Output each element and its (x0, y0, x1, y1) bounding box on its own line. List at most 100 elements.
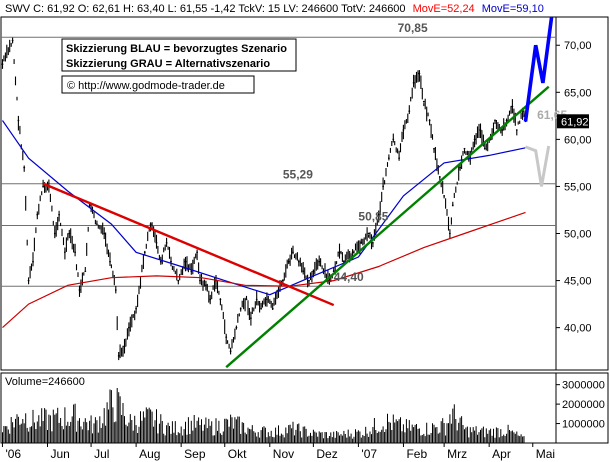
y-tick-label-2: 60,00 (564, 134, 592, 146)
price-point-64 (351, 251, 354, 254)
last-price-box (557, 114, 589, 129)
price-point-13 (74, 251, 76, 254)
price-point-67 (372, 242, 374, 244)
price-point-1 (11, 39, 14, 42)
x-tick-label-8: '07 (361, 447, 377, 461)
price-point-24 (135, 307, 138, 310)
x-tick-label-9: Feb (406, 447, 427, 461)
y-tick-label-3: 55,00 (564, 181, 592, 193)
price-point-16 (88, 204, 91, 207)
price-point-53 (292, 251, 294, 254)
price-point-81 (443, 195, 445, 197)
price-point-6 (36, 213, 39, 216)
price-axis-frame (555, 16, 609, 371)
price-point-2 (17, 119, 20, 122)
price-point-25 (143, 251, 146, 254)
price-point-80 (438, 176, 441, 178)
price-point-43 (239, 307, 242, 310)
price-point-48 (266, 298, 268, 301)
price-point-94 (511, 105, 514, 108)
y-tick-label-1: 65,00 (564, 87, 592, 99)
price-point-7 (42, 185, 44, 188)
level-label-3: 50,85 (358, 210, 388, 224)
price-point-85 (463, 147, 466, 150)
price-point-54 (297, 260, 300, 263)
price-point-27 (155, 242, 158, 244)
header-quote: SWV C: 61,92 O: 62,61 H: 63,40 L: 61,55 … (5, 3, 544, 15)
price-point-31 (177, 279, 180, 282)
price-point-71 (392, 138, 395, 141)
price-point-33 (190, 270, 193, 273)
price-point-14 (78, 289, 81, 291)
price-point-12 (68, 232, 71, 235)
price-point-21 (117, 355, 120, 357)
source-url-frame (61, 75, 255, 94)
ma-short-line (2, 211, 526, 329)
price-point-49 (271, 307, 274, 310)
price-point-23 (127, 326, 130, 329)
x-tick-label-3: Aug (139, 447, 160, 461)
downtrend-line (42, 182, 335, 307)
scenario-sketches (523, 16, 554, 187)
header-prefix: SWV C: 61,92 O: 62,61 H: 63,40 L: 61,55 … (5, 3, 406, 15)
volume-axis-frame (555, 372, 609, 444)
price-point-40 (225, 336, 228, 338)
price-point-87 (473, 138, 476, 141)
level-label-2: 55,29 (283, 168, 313, 182)
x-tick-label-1: Jun (50, 447, 69, 461)
scenario-legend-blue: Skizzierung BLAU = bevorzugtes Szenario (66, 43, 287, 55)
x-tick-label-0: '06 (5, 447, 21, 461)
price-point-36 (205, 284, 207, 287)
level-label-4: 44,40 (334, 270, 364, 284)
scenario-grey-path (524, 145, 551, 187)
price-point-70 (388, 157, 390, 160)
price-point-39 (219, 298, 222, 301)
y-tick-label-6: 40,00 (564, 323, 592, 335)
price-point-68 (377, 213, 380, 216)
price-point-88 (479, 129, 482, 131)
price-point-28 (159, 260, 162, 263)
price-point-34 (196, 251, 199, 254)
price-point-63 (343, 260, 345, 263)
price-point-5 (32, 260, 34, 263)
price-series (1, 37, 527, 361)
scenario-legend-box (61, 38, 297, 72)
price-point-76 (418, 72, 421, 75)
price-point-84 (459, 166, 461, 169)
price-point-42 (235, 326, 238, 329)
volume-tick-label-1: 2000000 (562, 399, 605, 411)
price-point-73 (402, 129, 405, 131)
price-point-46 (255, 298, 258, 301)
price-point-61 (332, 270, 335, 273)
level-label-0: 70,85 (398, 21, 428, 35)
price-point-35 (199, 279, 201, 282)
price-point-79 (433, 147, 435, 150)
header-ma-short: MovE=52,24 (413, 3, 475, 15)
source-url-box: © http://www.godmode-trader.de (61, 75, 255, 94)
price-point-83 (451, 204, 454, 207)
price-point-82 (449, 232, 451, 235)
y-tick-label-5: 45,00 (564, 276, 592, 288)
volume-tick-label-2: 1000000 (562, 419, 605, 431)
price-point-69 (382, 185, 384, 188)
price-point-18 (103, 232, 106, 235)
price-point-51 (282, 279, 284, 282)
price-point-0 (1, 63, 4, 65)
price-point-11 (64, 251, 66, 254)
time-axis-ticks: '06 Jun Jul Aug Sep Okt Nov Dez '07 Feb Mrz Apr Mai (1, 443, 555, 461)
x-tick-label-11: Apr (492, 447, 511, 461)
header-ma-long: MovE=59,10 (482, 3, 544, 15)
price-point-10 (58, 213, 60, 216)
volume-bars (2, 388, 525, 443)
y-tick-label-4: 50,00 (564, 229, 592, 241)
price-point-47 (260, 307, 262, 310)
price-point-30 (170, 260, 172, 263)
price-point-77 (422, 100, 425, 103)
price-point-15 (84, 270, 87, 273)
uptrend-line (225, 85, 550, 369)
price-point-74 (408, 110, 411, 112)
price-point-89 (483, 147, 486, 150)
price-point-66 (367, 232, 370, 235)
